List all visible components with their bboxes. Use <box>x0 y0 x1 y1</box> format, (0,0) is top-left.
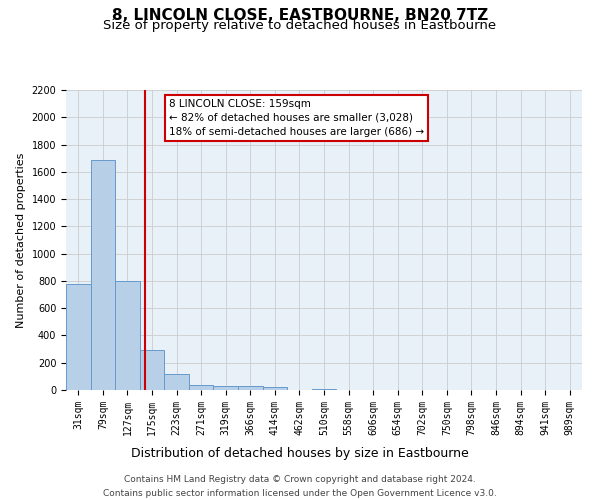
Text: Distribution of detached houses by size in Eastbourne: Distribution of detached houses by size … <box>131 448 469 460</box>
Bar <box>263 388 287 390</box>
Bar <box>164 374 189 390</box>
Bar <box>312 388 336 390</box>
Text: 8 LINCOLN CLOSE: 159sqm
← 82% of detached houses are smaller (3,028)
18% of semi: 8 LINCOLN CLOSE: 159sqm ← 82% of detache… <box>169 99 424 137</box>
Bar <box>140 350 164 390</box>
Bar <box>214 386 238 390</box>
Bar <box>91 160 115 390</box>
Text: Size of property relative to detached houses in Eastbourne: Size of property relative to detached ho… <box>103 19 497 32</box>
Text: Contains HM Land Registry data © Crown copyright and database right 2024.
Contai: Contains HM Land Registry data © Crown c… <box>103 476 497 498</box>
Bar <box>66 284 91 390</box>
Bar <box>115 281 140 390</box>
Y-axis label: Number of detached properties: Number of detached properties <box>16 152 26 328</box>
Bar <box>189 384 214 390</box>
Text: 8, LINCOLN CLOSE, EASTBOURNE, BN20 7TZ: 8, LINCOLN CLOSE, EASTBOURNE, BN20 7TZ <box>112 8 488 22</box>
Bar <box>238 386 263 390</box>
